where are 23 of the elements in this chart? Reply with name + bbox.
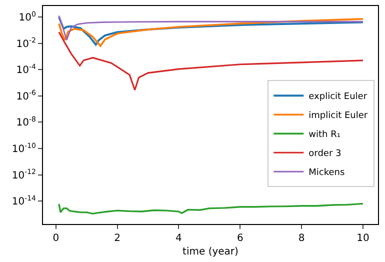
line-series bbox=[58, 31, 364, 91]
line-series bbox=[58, 15, 364, 41]
y-tick-label: 10$^{-8}$ bbox=[16, 115, 36, 129]
y-tick-label: 10$^{-2}$ bbox=[16, 36, 36, 50]
x-tick-label: 2 bbox=[114, 233, 120, 244]
x-tick-label: 8 bbox=[298, 233, 305, 244]
legend-label: implicit Euler bbox=[308, 111, 368, 122]
legend-label: explicit Euler bbox=[308, 92, 368, 102]
y-tick-label: 10$^{-6}$ bbox=[16, 89, 37, 102]
y-tick-label: 10$^{-14}$ bbox=[12, 194, 37, 208]
x-axis-title: time (year) bbox=[182, 246, 239, 258]
x-tick-label: 6 bbox=[236, 233, 244, 244]
y-tick-label: 10$^{-4}$ bbox=[16, 62, 37, 76]
legend-label: Mickens bbox=[308, 168, 345, 178]
line-series bbox=[58, 202, 364, 215]
x-tick-label: 4 bbox=[176, 233, 182, 244]
y-tick-label: 10$^{-10}$ bbox=[12, 142, 36, 155]
x-tick-label: 10 bbox=[356, 233, 370, 244]
y-tick-label: 10$^{0}$ bbox=[18, 10, 36, 24]
legend-label: order 3 bbox=[308, 149, 342, 160]
legend-label: with R₁ bbox=[308, 130, 341, 140]
x-tick-label: 0 bbox=[52, 233, 60, 244]
y-tick-label: 10$^{-12}$ bbox=[12, 168, 36, 182]
